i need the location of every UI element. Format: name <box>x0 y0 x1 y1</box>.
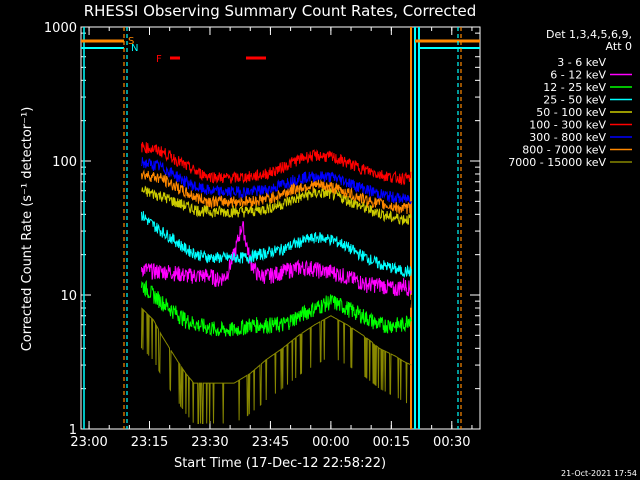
x-tick-label: 23:15 <box>131 435 168 450</box>
y-tick-label: 100 <box>52 155 77 170</box>
legend-label: 300 - 800 keV <box>529 131 606 144</box>
legend-header: Att 0 <box>606 40 632 53</box>
series-group <box>141 141 412 424</box>
y-tick-label: 10 <box>60 289 77 304</box>
x-tick-label: 23:30 <box>191 435 228 450</box>
y-axis-label: Corrected Count Rate (s⁻¹ detector⁻¹) <box>20 107 35 352</box>
y-tick-label: 1000 <box>44 21 77 36</box>
x-tick-label: 00:00 <box>312 435 349 450</box>
x-axis-label: Start Time (17-Dec-12 22:58:22) <box>174 456 386 471</box>
plot-frame <box>80 26 481 430</box>
legend-label: 12 - 25 keV <box>543 81 606 94</box>
legend-header: Det 1,3,4,5,6,9, <box>546 28 632 41</box>
legend-label: 3 - 6 keV <box>557 56 606 69</box>
legend-label: 800 - 7000 keV <box>522 144 606 157</box>
series-line-0 <box>141 249 412 317</box>
x-tick-label: 23:45 <box>252 435 289 450</box>
series-line-4 <box>141 185 412 226</box>
series-line-6 <box>141 157 412 205</box>
series-line-2 <box>141 279 412 337</box>
series-line-3 <box>141 211 412 278</box>
annotation-f: F <box>156 54 162 65</box>
x-tick-label: 00:30 <box>433 435 470 450</box>
x-tick-label: 23:00 <box>70 435 107 450</box>
chart-title: RHESSI Observing Summary Count Rates, Co… <box>84 2 477 20</box>
legend-label: 100 - 300 keV <box>529 119 606 132</box>
legend-label: 25 - 50 keV <box>543 94 606 107</box>
legend-label: 6 - 12 keV <box>550 69 606 82</box>
series-line-8 <box>141 307 412 424</box>
series-line-5 <box>141 141 412 186</box>
y-tick-label: 1 <box>69 423 77 438</box>
legend-label: 50 - 100 keV <box>536 106 606 119</box>
series-line-7 <box>141 169 412 215</box>
annotation-s: S <box>128 36 134 47</box>
x-tick-label: 00:15 <box>373 435 410 450</box>
legend-label: 7000 - 15000 keV <box>508 156 606 169</box>
observing-markers: SN F <box>81 27 480 429</box>
series-line-1 <box>141 221 412 297</box>
timestamp: 21-Oct-2021 17:54 <box>561 469 637 478</box>
annotation-n: N <box>131 43 138 54</box>
